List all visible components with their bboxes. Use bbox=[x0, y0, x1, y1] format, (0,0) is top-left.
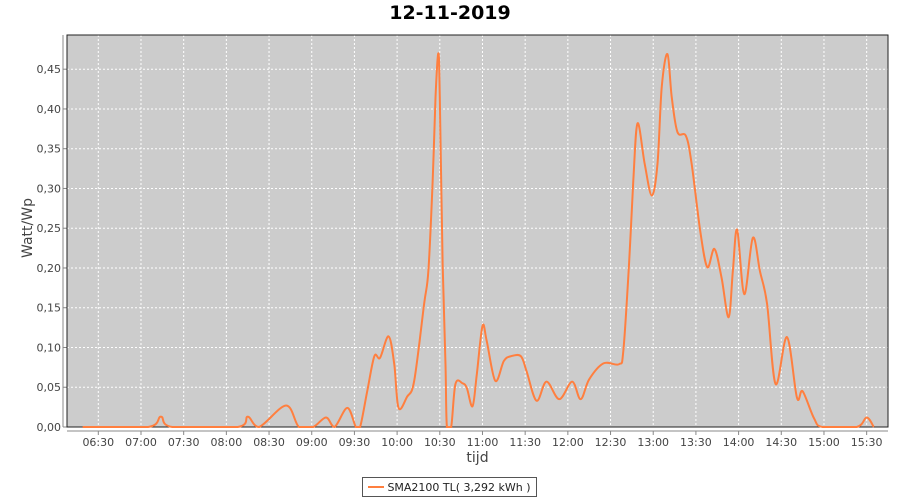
y-tick-label: 0,45 bbox=[37, 63, 62, 76]
x-tick-label: 06:30 bbox=[82, 436, 114, 449]
x-tick-label: 09:00 bbox=[296, 436, 328, 449]
y-tick-label: 0,25 bbox=[37, 222, 62, 235]
x-tick-label: 12:00 bbox=[552, 436, 584, 449]
y-tick-label: 0,35 bbox=[37, 143, 62, 156]
x-tick-label: 07:30 bbox=[168, 436, 200, 449]
x-tick-label: 07:00 bbox=[125, 436, 157, 449]
x-tick-label: 10:30 bbox=[424, 436, 456, 449]
x-tick-label: 10:00 bbox=[381, 436, 413, 449]
x-tick-label: 15:30 bbox=[851, 436, 883, 449]
x-axis-label: tijd bbox=[466, 450, 489, 466]
x-tick-label: 15:00 bbox=[808, 436, 840, 449]
y-tick-label: 0,00 bbox=[37, 421, 62, 434]
plot-border bbox=[66, 34, 889, 428]
x-tick-label: 11:00 bbox=[467, 436, 499, 449]
x-tick-label: 13:00 bbox=[637, 436, 669, 449]
chart-title: 12-11-2019 bbox=[389, 2, 511, 24]
y-tick-label: 0,05 bbox=[37, 381, 62, 394]
x-tick-label: 11:30 bbox=[509, 436, 541, 449]
legend: SMA2100 TL( 3,292 kWh ) bbox=[362, 477, 537, 497]
x-tick-label: 13:30 bbox=[680, 436, 712, 449]
y-tick-label: 0,40 bbox=[37, 103, 62, 116]
legend-swatch bbox=[368, 486, 385, 488]
x-tick-label: 12:30 bbox=[595, 436, 627, 449]
y-tick-label: 0,20 bbox=[37, 262, 62, 275]
x-tick-label: 14:30 bbox=[765, 436, 797, 449]
y-tick-label: 0,15 bbox=[37, 302, 62, 315]
y-tick-label: 0,10 bbox=[37, 341, 62, 354]
legend-label: SMA2100 TL( 3,292 kWh ) bbox=[387, 480, 531, 494]
y-tick-label: 0,30 bbox=[37, 182, 62, 195]
x-tick-label: 08:30 bbox=[253, 436, 285, 449]
series-line bbox=[82, 52, 875, 429]
x-tick-label: 09:30 bbox=[339, 436, 371, 449]
x-tick-label: 14:00 bbox=[723, 436, 755, 449]
x-tick-label: 08:00 bbox=[211, 436, 243, 449]
